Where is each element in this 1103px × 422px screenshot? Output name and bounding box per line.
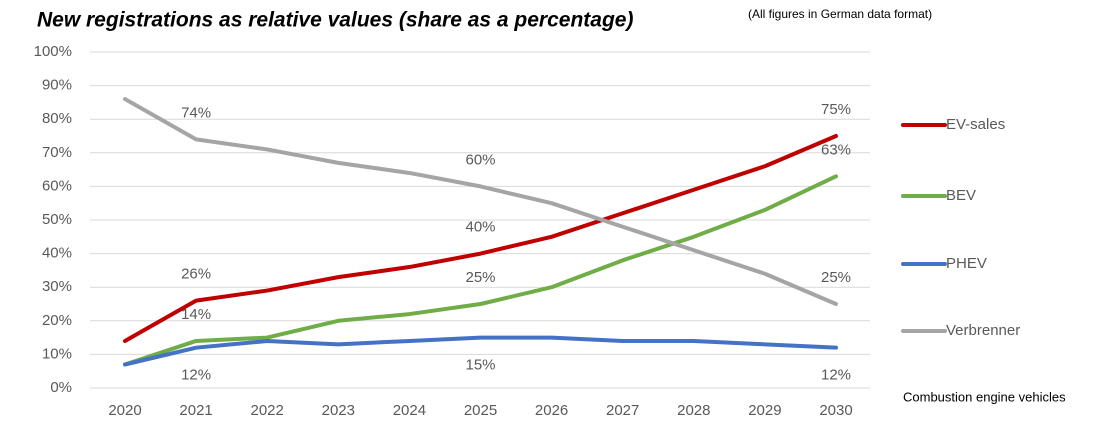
y-tick-label: 60%	[42, 177, 72, 194]
y-tick-label: 70%	[42, 144, 72, 161]
data-label: 25%	[465, 269, 495, 286]
data-label: 12%	[821, 367, 851, 384]
data-label: 74%	[181, 104, 211, 121]
data-label: 25%	[821, 269, 851, 286]
y-tick-label: 0%	[50, 379, 72, 396]
data-label: 63%	[821, 141, 851, 158]
y-tick-label: 80%	[42, 110, 72, 127]
y-tick-label: 20%	[42, 312, 72, 329]
y-tick-label: 50%	[42, 211, 72, 228]
x-tick-label: 2025	[464, 402, 497, 419]
y-tick-label: 40%	[42, 245, 72, 262]
x-tick-label: 2023	[322, 402, 355, 419]
x-tick-label: 2021	[179, 402, 212, 419]
series-line	[123, 335, 838, 367]
data-label: 26%	[181, 266, 211, 283]
legend-label: Verbrenner	[946, 322, 1020, 339]
note: (All figures in German data format)	[748, 7, 932, 21]
chart-title: New registrations as relative values (sh…	[37, 9, 633, 32]
series-line	[123, 134, 838, 343]
legend-label: EV-sales	[946, 116, 1005, 133]
x-tick-label: 2026	[535, 402, 568, 419]
data-label: 12%	[181, 367, 211, 384]
y-tick-label: 90%	[42, 77, 72, 94]
x-tick-label: 2028	[677, 402, 710, 419]
data-label: 60%	[465, 151, 495, 168]
x-tick-label: 2024	[393, 402, 426, 419]
x-tick-label: 2022	[251, 402, 284, 419]
x-tick-label: 2027	[606, 402, 639, 419]
data-label: 75%	[821, 101, 851, 118]
data-label: 40%	[465, 219, 495, 236]
data-label: 15%	[465, 357, 495, 374]
x-tick-label: 2029	[748, 402, 781, 419]
data-label: 14%	[181, 306, 211, 323]
y-tick-label: 100%	[34, 43, 72, 60]
x-tick-label: 2020	[108, 402, 141, 419]
legend-label: BEV	[946, 187, 976, 204]
y-tick-label: 30%	[42, 278, 72, 295]
annotation: Combustion engine vehicles	[903, 389, 1066, 404]
y-tick-label: 10%	[42, 345, 72, 362]
series-line	[123, 97, 838, 306]
series-line	[123, 174, 838, 367]
x-tick-label: 2030	[819, 402, 852, 419]
legend-label: PHEV	[946, 255, 987, 272]
